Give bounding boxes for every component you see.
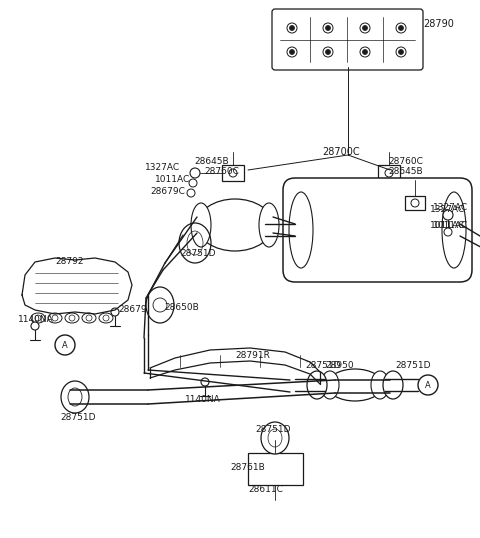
Text: 28611C: 28611C [248, 485, 283, 494]
Circle shape [103, 315, 109, 321]
Circle shape [396, 23, 406, 33]
Circle shape [287, 47, 297, 57]
Circle shape [398, 49, 404, 54]
Circle shape [190, 168, 200, 178]
Text: 28751D: 28751D [305, 360, 340, 370]
Ellipse shape [289, 192, 313, 268]
Text: 28751D: 28751D [180, 249, 216, 258]
Text: 28760C: 28760C [204, 167, 239, 176]
Circle shape [325, 49, 331, 54]
Ellipse shape [307, 371, 327, 399]
Ellipse shape [371, 371, 389, 399]
Circle shape [111, 308, 119, 316]
Circle shape [187, 189, 195, 197]
Circle shape [323, 23, 333, 33]
Text: 1140NA: 1140NA [18, 315, 54, 324]
Bar [222, 165, 244, 181]
Ellipse shape [65, 313, 79, 323]
Circle shape [323, 47, 333, 57]
Text: 28950: 28950 [325, 360, 354, 370]
Circle shape [325, 25, 331, 31]
Ellipse shape [321, 371, 339, 399]
Text: 28790: 28790 [423, 19, 454, 29]
Ellipse shape [68, 388, 82, 406]
Bar [248, 453, 303, 485]
Ellipse shape [268, 429, 282, 447]
Circle shape [362, 49, 368, 54]
Circle shape [69, 315, 75, 321]
Circle shape [362, 25, 368, 31]
Text: 28679C: 28679C [150, 187, 185, 195]
Circle shape [229, 169, 237, 177]
Text: 1011AC: 1011AC [155, 175, 190, 185]
Ellipse shape [383, 371, 403, 399]
Text: 28645B: 28645B [194, 157, 228, 166]
FancyBboxPatch shape [283, 178, 472, 282]
Circle shape [360, 47, 370, 57]
Ellipse shape [327, 369, 383, 401]
Text: 28700C: 28700C [322, 147, 360, 157]
Circle shape [55, 335, 75, 355]
Text: 28760C: 28760C [388, 157, 423, 166]
Text: A: A [62, 341, 68, 350]
Circle shape [52, 315, 58, 321]
Ellipse shape [48, 313, 62, 323]
Circle shape [31, 322, 39, 330]
Circle shape [289, 49, 295, 54]
Text: 1327AC: 1327AC [433, 203, 468, 213]
Circle shape [201, 378, 209, 386]
Bar [378, 165, 400, 181]
Text: 1011AC: 1011AC [430, 221, 465, 230]
Ellipse shape [191, 203, 211, 247]
Text: 28791R: 28791R [235, 350, 270, 359]
Ellipse shape [442, 192, 466, 268]
Text: 28679: 28679 [118, 306, 146, 315]
Text: 28650B: 28650B [164, 302, 199, 312]
Circle shape [411, 199, 419, 207]
Circle shape [360, 23, 370, 33]
Text: 28751D: 28751D [395, 360, 431, 370]
FancyBboxPatch shape [272, 9, 423, 70]
Text: 1327AC: 1327AC [430, 206, 465, 215]
Ellipse shape [31, 313, 45, 323]
Ellipse shape [99, 313, 113, 323]
Circle shape [287, 23, 297, 33]
Ellipse shape [261, 422, 289, 454]
Text: 28751D: 28751D [60, 414, 96, 422]
Circle shape [86, 315, 92, 321]
Text: 1011AC: 1011AC [433, 221, 468, 230]
Text: A: A [425, 380, 431, 390]
Text: 28761B: 28761B [230, 463, 265, 471]
Text: 28792: 28792 [55, 258, 84, 266]
Circle shape [153, 298, 167, 312]
Text: 1140NA: 1140NA [185, 394, 221, 404]
Circle shape [189, 179, 197, 187]
Text: 28645B: 28645B [388, 167, 422, 176]
Circle shape [289, 25, 295, 31]
Ellipse shape [61, 381, 89, 413]
Circle shape [385, 169, 393, 177]
Circle shape [396, 47, 406, 57]
Ellipse shape [259, 203, 279, 247]
Circle shape [418, 375, 438, 395]
Circle shape [443, 210, 453, 220]
Bar [405, 196, 425, 210]
Circle shape [398, 25, 404, 31]
Text: 1327AC: 1327AC [145, 162, 180, 172]
Circle shape [444, 228, 452, 236]
Ellipse shape [82, 313, 96, 323]
Text: 28751D: 28751D [255, 426, 290, 435]
Circle shape [35, 315, 41, 321]
